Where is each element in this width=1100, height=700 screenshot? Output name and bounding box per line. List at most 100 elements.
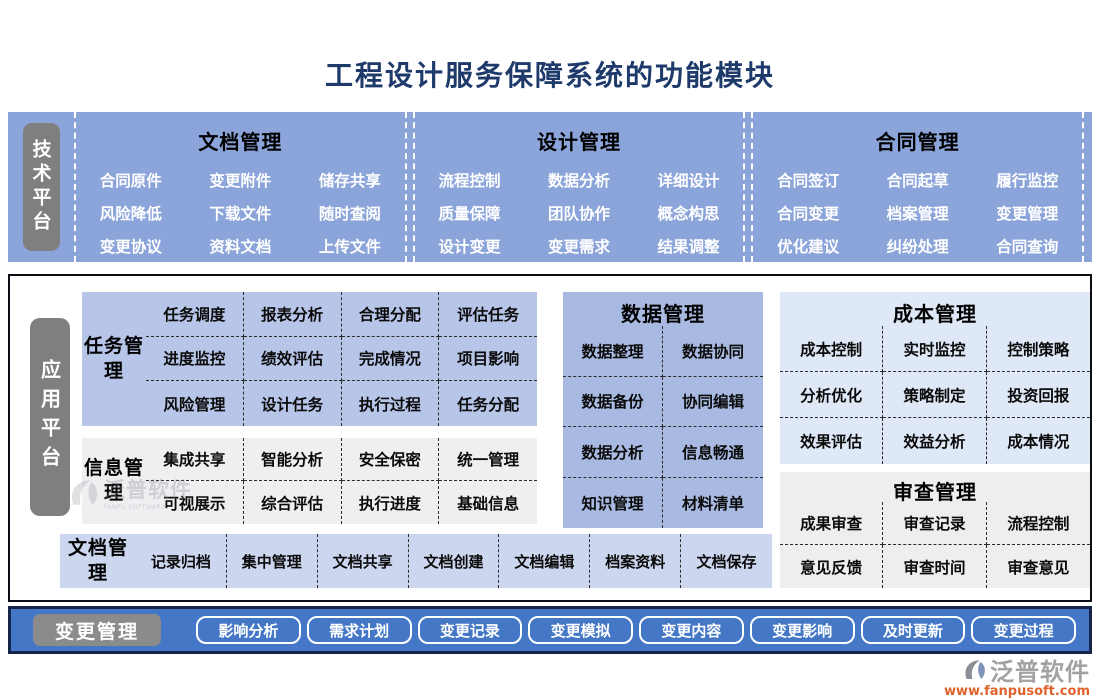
module-item: 下载文件 (209, 204, 272, 223)
dashed-separator (404, 112, 415, 262)
module-item: 成果审查 (780, 502, 884, 545)
info-management-block: 信息管理 集成共享 智能分析 安全保密 统一管理 可视展示 综合评估 执行进度 … (82, 438, 537, 524)
block-label: 信息管理 (83, 457, 144, 504)
module-item: 文档编辑 (499, 534, 591, 588)
module-item: 风险管理 (146, 381, 244, 426)
module-item: 集中管理 (227, 534, 318, 588)
change-item-pill: 变更内容 (639, 616, 744, 644)
module-item: 质量保障 (438, 204, 501, 223)
review-items-grid: 成果审查 审查记录 流程控制 意见反馈 审查时间 审查意见 (780, 502, 1090, 588)
module-item: 文档创建 (409, 534, 500, 588)
module-item: 评估任务 (439, 292, 537, 337)
module-item: 合同查询 (996, 237, 1059, 256)
module-item: 执行进度 (342, 481, 440, 524)
module-item: 流程控制 (438, 172, 501, 191)
tech-platform-label: 技术平台 (22, 123, 60, 251)
module-item: 安全保密 (341, 438, 440, 481)
block-title: 审查管理 (893, 480, 977, 504)
module-item: 协同编辑 (663, 377, 763, 427)
task-items-grid: 任务调度 报表分析 合理分配 评估任务 进度监控 绩效评估 完成情况 项目影响 … (146, 292, 537, 426)
change-item-pill: 变更记录 (417, 616, 523, 644)
block-title: 成本管理 (893, 302, 977, 326)
doc-items-grid: 记录归档 集中管理 文档共享 文档创建 文档编辑 档案资料 文档保存 (136, 534, 772, 588)
block-label: 文档管理 (67, 537, 128, 584)
brand-logo-icon (965, 659, 985, 679)
module-item: 上传文件 (318, 237, 381, 256)
info-items-grid: 集成共享 智能分析 安全保密 统一管理 可视展示 综合评估 执行进度 基础信息 (146, 438, 537, 524)
module-item: 合同签订 (777, 172, 840, 191)
change-item-pill: 影响分析 (196, 616, 301, 644)
module-item: 成本情况 (1007, 433, 1070, 451)
group-contract-management: 合同管理 合同签订 合同起草 履行监控 合同变更 档案管理 变更管理 优化建议 … (753, 112, 1082, 262)
block-title: 数据管理 (621, 302, 705, 326)
module-item: 绩效评估 (243, 336, 342, 382)
group-items-grid: 合同原件 变更附件 储存共享 风险降低 下载文件 随时查阅 变更协议 资料文档 … (76, 164, 405, 262)
tech-platform-side: 技术平台 (8, 112, 76, 262)
module-item: 合理分配 (341, 292, 440, 337)
module-item: 变更附件 (209, 172, 272, 191)
module-item: 随时查阅 (318, 204, 381, 223)
module-item: 智能分析 (243, 438, 342, 481)
app-platform-panel: 应用平台 任务管理 任务调度 报表分析 合理分配 评估任务 进度监控 绩效评估 … (8, 274, 1092, 602)
module-item: 资料文档 (209, 237, 272, 256)
module-item: 数据协同 (663, 326, 763, 377)
data-items-grid: 数据整理 数据协同 数据备份 协同编辑 数据分析 信息畅通 知识管理 材料清单 (563, 326, 763, 528)
change-item-pill: 变更模拟 (528, 616, 633, 644)
module-item: 变更协议 (99, 237, 162, 256)
dashed-separator (743, 112, 754, 262)
group-title: 设计管理 (537, 130, 621, 154)
doc-management-block: 文档管理 记录归档 集中管理 文档共享 文档创建 文档编辑 档案资料 文档保存 (60, 534, 772, 588)
module-item: 投资回报 (986, 372, 1090, 418)
app-platform-label: 应用平台 (30, 318, 70, 516)
module-item: 任务分配 (457, 395, 520, 414)
module-item: 文档保存 (696, 552, 757, 571)
group-items-grid: 合同签订 合同起草 履行监控 合同变更 档案管理 变更管理 优化建议 纠纷处理 … (753, 164, 1082, 262)
module-item: 概念构思 (657, 204, 720, 223)
cost-items-grid: 成本控制 实时监控 控制策略 分析优化 策略制定 投资回报 效果评估 效益分析 … (780, 326, 1090, 464)
module-item: 记录归档 (136, 534, 227, 588)
module-item: 合同起草 (886, 172, 949, 191)
module-item: 材料清单 (681, 494, 744, 513)
module-item: 数据备份 (563, 376, 663, 427)
change-management-label: 变更管理 (33, 614, 161, 646)
module-item: 可视展示 (146, 481, 244, 524)
module-item: 知识管理 (563, 477, 663, 528)
module-item: 信息畅通 (663, 427, 763, 478)
module-item: 控制策略 (986, 326, 1090, 372)
review-management-block: 审查管理 成果审查 审查记录 流程控制 意见反馈 审查时间 审查意见 (780, 472, 1090, 588)
module-item: 审查时间 (883, 545, 987, 588)
group-design-management: 设计管理 流程控制 数据分析 详细设计 质量保障 团队协作 概念构思 设计变更 … (415, 112, 744, 262)
module-item: 变更需求 (547, 237, 610, 256)
group-document-management: 文档管理 合同原件 变更附件 储存共享 风险降低 下载文件 随时查阅 变更协议 … (76, 112, 405, 262)
module-item: 流程控制 (986, 502, 1090, 545)
module-item: 结果调整 (657, 237, 720, 256)
module-item: 统一管理 (439, 438, 537, 481)
change-item-pill: 变更影响 (749, 616, 855, 644)
module-item: 数据分析 (547, 172, 610, 191)
module-item: 意见反馈 (780, 545, 884, 588)
brand-name: 泛普软件 (990, 658, 1090, 686)
module-item: 审查意见 (1007, 558, 1070, 577)
group-title: 文档管理 (198, 130, 283, 154)
module-item: 合同原件 (99, 172, 162, 191)
module-item: 实时监控 (883, 326, 987, 372)
module-item: 执行过程 (342, 381, 440, 426)
module-item: 设计任务 (244, 381, 342, 426)
module-item: 合同变更 (777, 204, 840, 223)
module-item: 文档共享 (318, 534, 409, 588)
change-item-pill: 变更过程 (971, 616, 1076, 644)
group-title: 合同管理 (875, 130, 960, 154)
brand-website: www.fanpusoft.com (943, 684, 1090, 699)
tech-platform-panel: 技术平台 文档管理 合同原件 变更附件 储存共享 风险降低 下载文件 随时查阅 … (8, 112, 1092, 262)
module-item: 设计变更 (438, 237, 501, 256)
change-item-pill: 及时更新 (860, 616, 966, 644)
module-item: 任务调度 (146, 292, 244, 337)
module-item: 详细设计 (657, 172, 720, 191)
module-item: 策略制定 (883, 372, 987, 418)
module-item: 风险降低 (99, 204, 162, 223)
block-label: 任务管理 (83, 335, 144, 382)
cost-management-block: 成本管理 成本控制 实时监控 控制策略 分析优化 策略制定 投资回报 效果评估 … (780, 292, 1090, 464)
group-items-grid: 流程控制 数据分析 详细设计 质量保障 团队协作 概念构思 设计变更 变更需求 … (415, 164, 744, 262)
data-management-block: 数据管理 数据整理 数据协同 数据备份 协同编辑 数据分析 信息畅通 知识管理 … (563, 292, 763, 528)
